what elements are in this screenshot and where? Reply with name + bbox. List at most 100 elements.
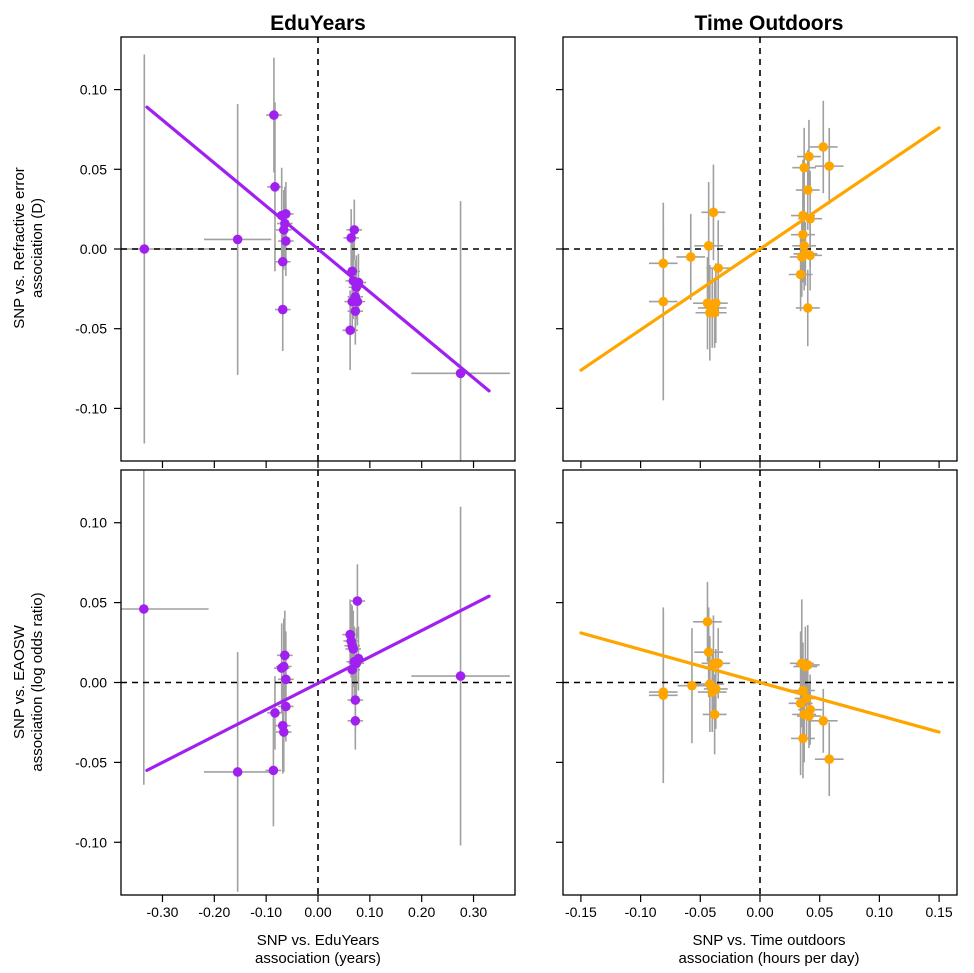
plot-area-outdoors-refractive [563, 37, 957, 461]
y-tick-label-eduyears-refractive-2: 0.00 [80, 241, 107, 257]
data-point-outdoors-refractive-13 [798, 229, 808, 240]
data-point-eduyears-refractive-13 [347, 266, 358, 277]
data-point-outdoors-eaosw-3 [702, 616, 713, 627]
data-point-eduyears-eaosw-0 [139, 604, 149, 614]
column-title-time-outdoors: Time Outdoors [695, 12, 844, 35]
data-point-eduyears-refractive-10 [281, 236, 291, 246]
data-point-eduyears-refractive-20 [352, 296, 363, 307]
data-point-outdoors-eaosw-4 [703, 647, 714, 657]
data-point-eduyears-eaosw-22 [455, 671, 466, 681]
plot-area-eduyears-eaosw [121, 470, 515, 895]
row-ylabel-refractive-line2: association (D) [29, 198, 46, 298]
column-xlabel-eduyears-line2: association (years) [255, 950, 381, 967]
x-tick-label-eduyears-eaosw-6: 0.30 [460, 904, 487, 920]
x-tick-label-outdoors-eaosw-6: 0.15 [925, 904, 952, 920]
panel-eduyears-eaosw: 0.10 0.05 0.00 -0.05 -0.10 -0.30 -0.20 -0.10 0.0… [75, 469, 516, 920]
data-point-outdoors-eaosw-21 [818, 716, 829, 726]
data-point-outdoors-eaosw-22 [824, 754, 835, 764]
column-xlabel-outdoors-line2: association (hours per day) [679, 950, 860, 967]
y-tick-label-eduyears-refractive-4: -0.10 [75, 400, 107, 416]
data-point-eduyears-refractive-11 [345, 325, 355, 336]
plot-area-outdoors-eaosw [563, 470, 957, 895]
data-point-eduyears-refractive-21 [353, 277, 364, 288]
y-tick-label-eduyears-eaosw-2: 0.00 [80, 675, 107, 691]
x-tick-label-outdoors-eaosw-5: 0.10 [866, 904, 893, 920]
data-point-outdoors-eaosw-14 [798, 685, 808, 696]
data-point-eduyears-eaosw-7 [278, 727, 289, 737]
data-point-eduyears-eaosw-20 [352, 596, 363, 606]
data-point-outdoors-refractive-24 [824, 161, 835, 171]
y-tick-label-eduyears-refractive-0: 0.10 [80, 82, 107, 98]
x-tick-label-eduyears-eaosw-3: 0.00 [304, 904, 331, 920]
y-tick-label-eduyears-eaosw-3: -0.05 [75, 754, 107, 770]
y-tick-label-eduyears-eaosw-1: 0.05 [80, 595, 107, 611]
data-point-eduyears-refractive-5 [277, 256, 288, 267]
x-tick-label-eduyears-eaosw-1: -0.20 [198, 904, 230, 920]
y-tick-label-eduyears-eaosw-4: -0.10 [75, 834, 107, 850]
data-point-outdoors-refractive-10 [713, 263, 724, 273]
data-point-outdoors-refractive-9 [711, 298, 721, 308]
x-tick-label-outdoors-eaosw-0: -0.15 [565, 904, 597, 920]
data-point-eduyears-refractive-3 [270, 182, 280, 192]
data-point-eduyears-eaosw-8 [280, 650, 290, 661]
data-point-outdoors-refractive-15 [799, 241, 809, 251]
data-point-eduyears-refractive-8 [280, 218, 290, 229]
data-point-eduyears-refractive-0 [139, 244, 150, 254]
row-ylabel-eaosw-line2: association (log odds ratio) [29, 592, 46, 771]
x-tick-label-outdoors-eaosw-3: 0.00 [746, 904, 773, 920]
data-point-eduyears-eaosw-18 [350, 716, 361, 726]
data-point-outdoors-refractive-14 [798, 210, 808, 221]
regression-line-outdoors-eaosw [579, 631, 941, 734]
data-point-outdoors-eaosw-10 [713, 658, 724, 669]
regression-line-outdoors-refractive [579, 126, 941, 372]
data-point-outdoors-refractive-23 [818, 142, 829, 152]
data-point-outdoors-refractive-1 [658, 296, 669, 307]
data-point-outdoors-eaosw-1 [658, 690, 669, 701]
data-point-outdoors-refractive-20 [804, 151, 814, 162]
row-ylabel-eaosw-line1: SNP vs. EAOSW [11, 624, 28, 739]
data-point-eduyears-refractive-2 [269, 110, 279, 120]
y-tick-label-eduyears-refractive-3: -0.05 [75, 321, 107, 337]
data-point-eduyears-eaosw-1 [232, 767, 243, 777]
data-point-outdoors-refractive-2 [685, 252, 696, 262]
column-xlabel-outdoors-line1: SNP vs. Time outdoors [692, 932, 845, 949]
data-point-outdoors-eaosw-2 [687, 680, 697, 691]
data-point-outdoors-eaosw-20 [805, 704, 815, 715]
data-point-eduyears-eaosw-9 [281, 674, 291, 685]
data-point-eduyears-refractive-1 [232, 234, 243, 245]
row-ylabel-refractive-line1: SNP vs. Refractive error [11, 167, 28, 328]
column-xlabel-eduyears-line1: SNP vs. EduYears [257, 932, 380, 949]
data-point-outdoors-eaosw-17 [801, 693, 812, 704]
data-point-eduyears-refractive-12 [346, 233, 356, 243]
data-point-eduyears-eaosw-6 [278, 661, 289, 672]
data-point-outdoors-eaosw-13 [798, 733, 808, 744]
data-point-eduyears-refractive-22 [455, 368, 466, 379]
data-point-outdoors-eaosw-18 [802, 660, 813, 670]
data-point-eduyears-eaosw-15 [348, 644, 359, 654]
data-point-outdoors-refractive-16 [799, 162, 809, 173]
data-point-eduyears-refractive-16 [349, 225, 360, 235]
regression-line-eduyears-refractive [145, 105, 491, 393]
y-tick-label-eduyears-eaosw-0: 0.10 [80, 515, 107, 531]
x-tick-label-eduyears-eaosw-0: -0.30 [147, 904, 179, 920]
data-point-outdoors-eaosw-8 [709, 709, 720, 720]
data-point-eduyears-eaosw-17 [350, 695, 361, 705]
data-point-outdoors-refractive-19 [802, 303, 813, 313]
y-tick-label-eduyears-refractive-1: 0.05 [80, 161, 107, 177]
data-point-outdoors-refractive-8 [709, 307, 720, 318]
data-point-eduyears-refractive-9 [281, 209, 291, 219]
data-point-outdoors-refractive-0 [658, 258, 669, 269]
x-tick-label-outdoors-eaosw-4: 0.05 [806, 904, 833, 920]
data-point-outdoors-eaosw-9 [711, 684, 721, 694]
regression-line-eduyears-eaosw [145, 594, 491, 772]
panel-eduyears-refractive: 0.10 0.05 0.00 -0.05 -0.10 [75, 36, 516, 468]
panel-outdoors-eaosw: -0.15 -0.10 -0.05 0.00 0.05 0.10 0.15 [556, 469, 958, 920]
data-point-outdoors-refractive-4 [703, 241, 714, 251]
data-point-outdoors-refractive-22 [805, 250, 815, 261]
data-point-eduyears-eaosw-21 [353, 653, 364, 664]
panel-outdoors-refractive [556, 36, 958, 468]
x-tick-label-outdoors-eaosw-2: -0.05 [684, 904, 716, 920]
data-point-outdoors-refractive-18 [802, 185, 813, 195]
x-tick-label-eduyears-eaosw-2: -0.10 [250, 904, 282, 920]
